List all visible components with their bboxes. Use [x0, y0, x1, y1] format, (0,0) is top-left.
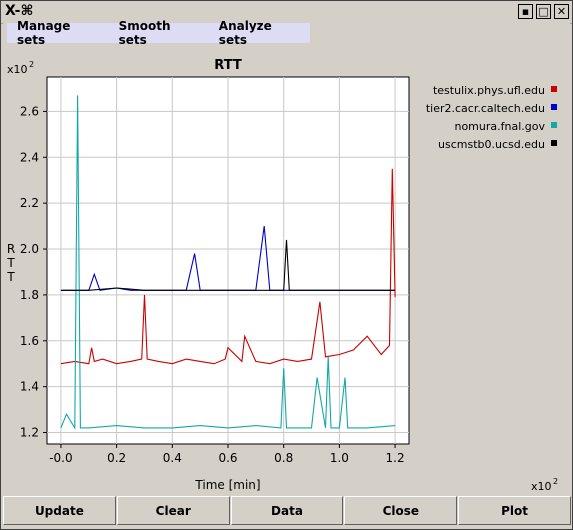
y-multiplier: x10 — [7, 63, 28, 76]
menu-bar: Manage sets Smooth sets Analyze sets — [3, 19, 570, 47]
x-tick-label: 1.0 — [330, 451, 349, 465]
x-tick-label: 1.2 — [386, 451, 405, 465]
y-tick-label: 2.6 — [20, 104, 39, 118]
x-tick-label: 0.2 — [107, 451, 126, 465]
plot-button[interactable]: Plot — [458, 496, 571, 525]
legend-label-3: uscmstb0.ucsd.edu — [438, 138, 545, 151]
series-line-0 — [60, 168, 396, 365]
close-icon[interactable]: ✕ — [554, 4, 569, 19]
x-tick-label: 0.4 — [163, 451, 182, 465]
close-button[interactable]: Close — [344, 496, 458, 525]
legend-swatch-0 — [551, 86, 557, 92]
legend-swatch-2 — [551, 122, 557, 128]
x-multiplier-exp: 2 — [553, 477, 558, 486]
clear-button[interactable]: Clear — [116, 496, 230, 525]
legend-swatch-1 — [551, 104, 557, 110]
x-axis-label: Time [min] — [194, 478, 260, 492]
y-axis-label-char: T — [6, 256, 15, 270]
menu-strip: Manage sets Smooth sets Analyze sets — [7, 19, 310, 47]
data-button[interactable]: Data — [230, 496, 344, 525]
title-bar[interactable]: X-⌘ ▪ □ ✕ — [1, 1, 572, 24]
legend-label-1: tier2.cacr.caltech.edu — [426, 102, 545, 115]
maximize-icon[interactable]: □ — [536, 4, 551, 19]
legend-swatch-3 — [551, 140, 557, 146]
x-multiplier: x10 — [531, 480, 552, 493]
series-line-3 — [60, 239, 396, 291]
y-tick-label: 1.6 — [20, 334, 39, 348]
window-controls: ▪ □ ✕ — [518, 4, 569, 19]
rtt-chart: -0.0 0.2 0.4 0.6 0.8 1.0 1.2 1.2 1.4 1.6 1.8 2.0 2.2… — [6, 58, 558, 493]
y-tick-label: 2.2 — [20, 196, 39, 210]
menu-analyze-sets[interactable]: Analyze sets — [218, 19, 272, 47]
x-tick-label: 0.6 — [218, 451, 237, 465]
y-tick-label: 1.4 — [20, 380, 39, 394]
legend-label-2: nomura.fnal.gov — [454, 120, 545, 133]
button-row: Update Clear Data Close Plot — [3, 496, 572, 527]
y-tick-label: 2.4 — [20, 150, 39, 164]
y-tick-label: 1.8 — [20, 288, 39, 302]
y-axis-label-char: T — [6, 270, 15, 284]
y-tick-label: 1.2 — [20, 426, 39, 440]
menu-smooth-sets[interactable]: Smooth sets — [118, 19, 171, 47]
legend-label-0: testulix.phys.ufl.edu — [433, 84, 545, 97]
chart-title: RTT — [214, 58, 242, 73]
update-button[interactable]: Update — [3, 496, 116, 525]
y-axis-label-char: R — [7, 242, 15, 256]
x-tick-label: -0.0 — [49, 451, 72, 465]
menu-manage-sets[interactable]: Manage sets — [17, 19, 71, 47]
window-menu-icon[interactable]: X-⌘ — [5, 3, 34, 19]
series-line-2 — [60, 95, 396, 430]
minimize-icon[interactable]: ▪ — [518, 4, 533, 19]
x-tick-label: 0.8 — [274, 451, 293, 465]
y-multiplier-exp: 2 — [29, 60, 34, 69]
plot-area: -0.0 0.2 0.4 0.6 0.8 1.0 1.2 1.2 1.4 1.6 1.8 2.0 2.2… — [5, 47, 568, 495]
y-tick-label: 2.0 — [20, 242, 39, 256]
